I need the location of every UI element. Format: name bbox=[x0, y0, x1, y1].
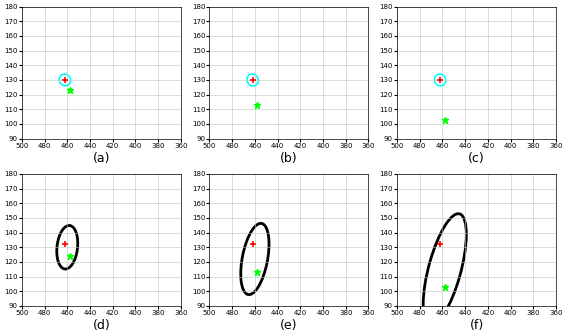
X-axis label: (a): (a) bbox=[92, 152, 110, 165]
X-axis label: (d): (d) bbox=[92, 319, 110, 332]
X-axis label: (f): (f) bbox=[469, 319, 484, 332]
X-axis label: (e): (e) bbox=[280, 319, 298, 332]
X-axis label: (b): (b) bbox=[280, 152, 298, 165]
X-axis label: (c): (c) bbox=[468, 152, 485, 165]
